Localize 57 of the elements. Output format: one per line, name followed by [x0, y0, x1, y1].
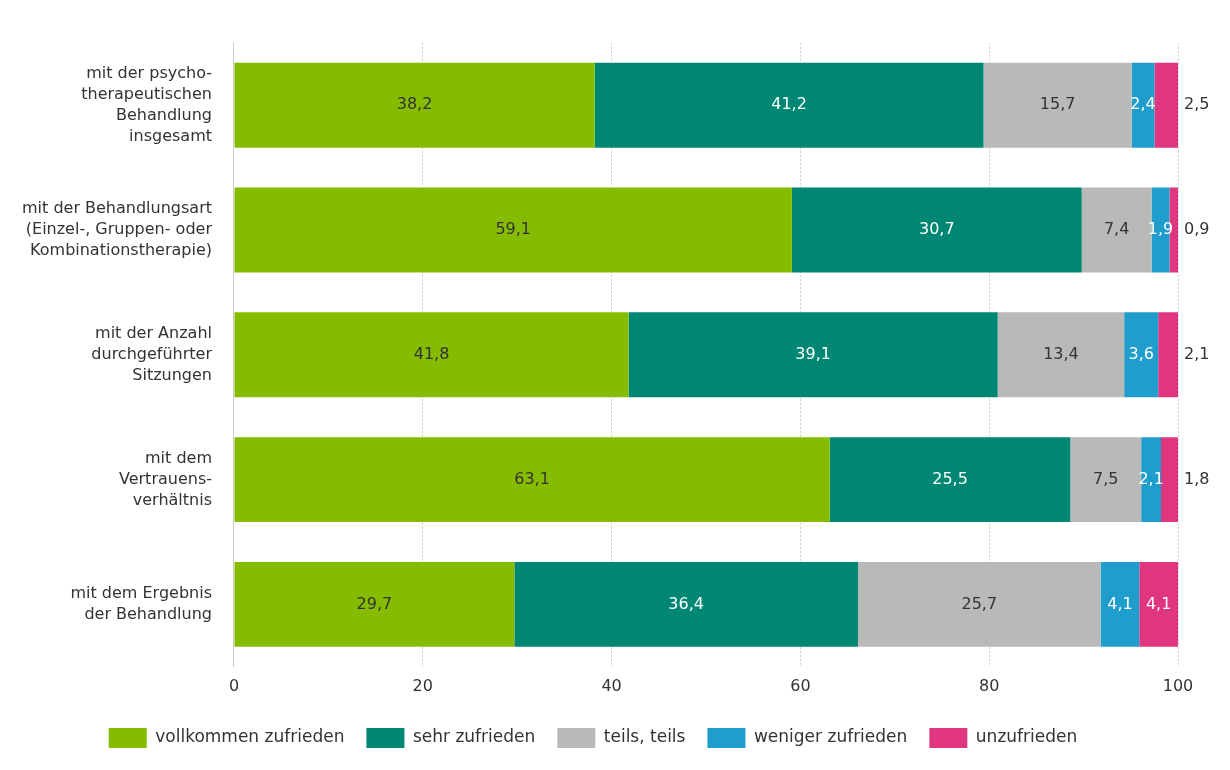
- data-label: 2,5: [1184, 94, 1210, 114]
- x-tick-label: 60: [790, 675, 811, 695]
- bar: [234, 561, 515, 647]
- bar: [1100, 561, 1140, 647]
- bar: [594, 62, 984, 148]
- y-tick-label: mit der psycho- therapeutischen Behandlung insgesamt: [81, 63, 212, 145]
- bar: [234, 187, 792, 273]
- legend-label: teils, teils: [603, 726, 686, 747]
- data-label: 15,7: [1039, 94, 1076, 114]
- data-label: 30,7: [918, 219, 955, 239]
- x-tick-label: 100: [1162, 675, 1194, 695]
- legend-label: sehr zufrieden: [412, 726, 536, 747]
- legend-label: weniger zufrieden: [753, 726, 908, 747]
- data-label: 25,7: [961, 593, 998, 613]
- bar: [983, 62, 1132, 148]
- data-label: 2,1: [1184, 343, 1210, 363]
- data-label: 41,2: [771, 94, 807, 114]
- bar: [1139, 561, 1178, 647]
- x-tick-label: 20: [412, 675, 433, 695]
- bar: [997, 312, 1125, 398]
- data-label: 13,4: [1043, 343, 1079, 363]
- data-label: 36,4: [668, 593, 704, 613]
- data-label: 4,1: [1107, 593, 1133, 613]
- y-tick-label: mit der Behandlungsart (Einzel-, Gruppen- oder Kombinationstherapie): [21, 198, 213, 259]
- legend-label: unzufrieden: [975, 726, 1078, 747]
- data-label: 7,4: [1103, 219, 1130, 239]
- data-label: 59,1: [495, 219, 532, 239]
- data-label: 0,9: [1184, 219, 1210, 239]
- x-tick-label: 0: [228, 675, 240, 695]
- bar: [791, 187, 1082, 273]
- bar: [1124, 312, 1159, 398]
- bar: [628, 312, 998, 398]
- bar: [829, 437, 1071, 523]
- data-label: 38,2: [396, 94, 433, 114]
- data-label: 25,5: [932, 468, 968, 488]
- bar: [857, 561, 1101, 647]
- bar: [1154, 62, 1178, 148]
- bar: [1161, 437, 1178, 523]
- y-tick-label: mit dem Vertrauens- verhältnis: [118, 447, 212, 509]
- bar: [234, 62, 595, 148]
- y-tick-label: mit dem Ergebnis der Behandlung: [70, 583, 212, 623]
- y-tick-label: mit der Anzahl durchgeführter Sitzungen: [91, 323, 213, 384]
- x-tick-label: 80: [979, 675, 1000, 695]
- data-label: 4,1: [1145, 593, 1172, 613]
- data-label: 63,1: [514, 468, 550, 488]
- bar: [1158, 312, 1178, 398]
- bar: [234, 312, 629, 398]
- data-label: 3,6: [1128, 343, 1154, 363]
- x-tick-label: 40: [601, 675, 622, 695]
- data-label: 1,8: [1184, 468, 1210, 488]
- data-label: 29,7: [356, 593, 393, 613]
- bar: [234, 437, 830, 523]
- data-label: 41,8: [413, 343, 450, 363]
- bar: [514, 561, 858, 647]
- data-label: 39,1: [795, 343, 831, 363]
- legend-label: vollkommen zufrieden: [155, 726, 345, 747]
- data-label: 7,5: [1093, 468, 1119, 488]
